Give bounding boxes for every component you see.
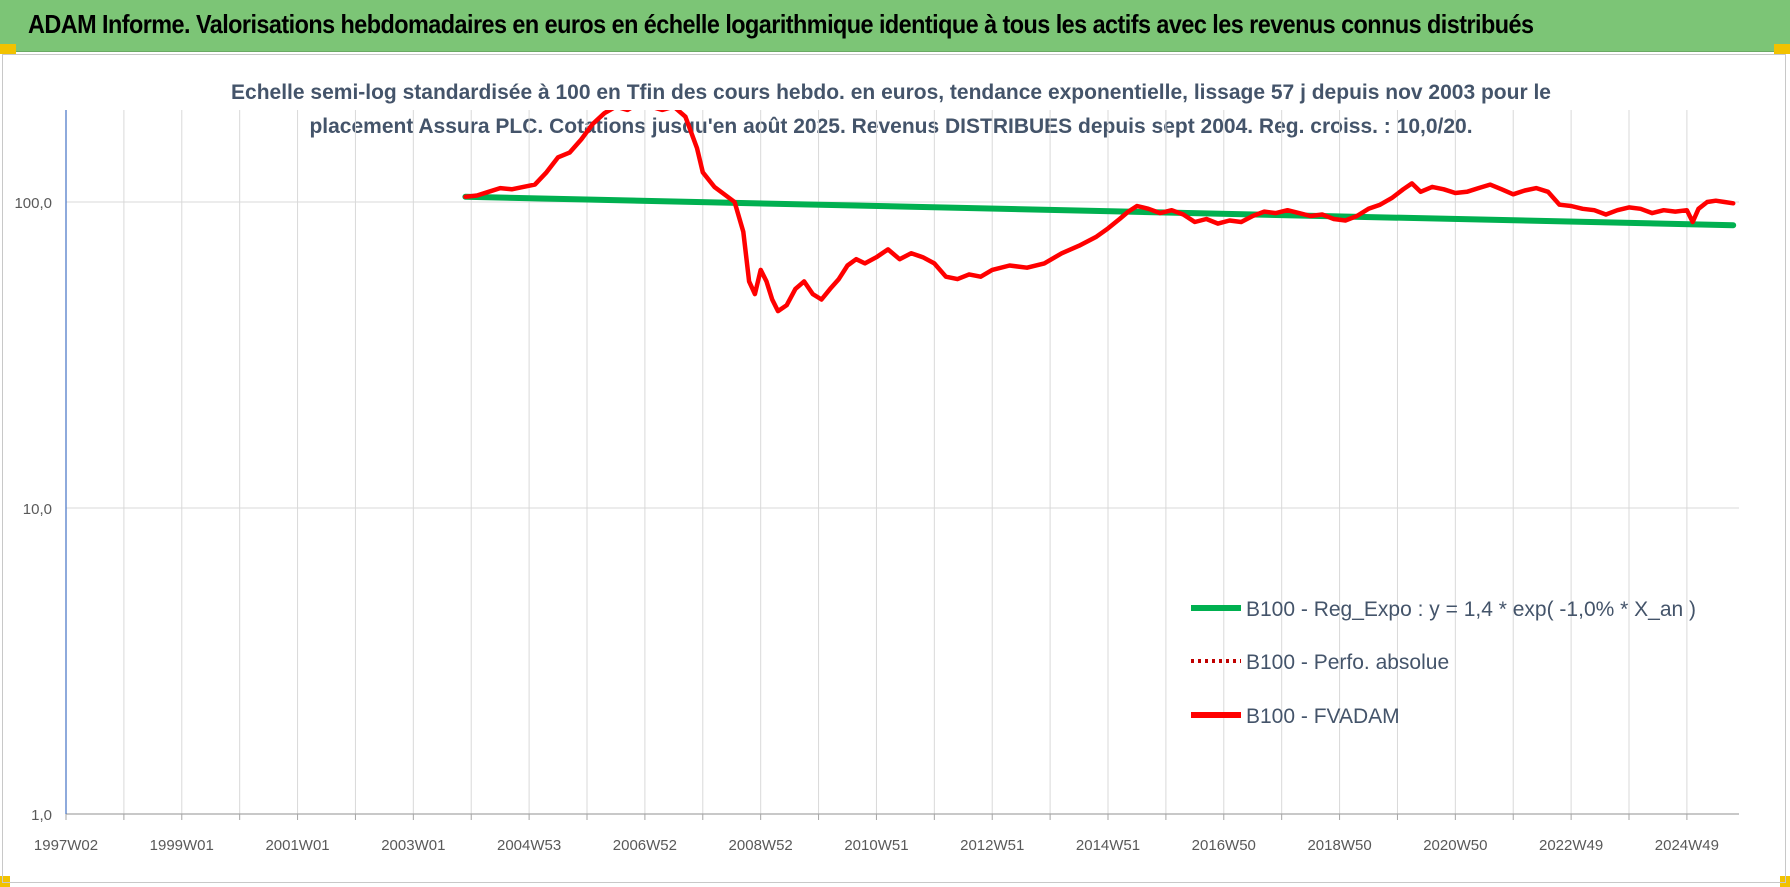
x-tick-label: 2022W49: [1539, 837, 1603, 854]
x-tick-label: 1999W01: [150, 837, 214, 854]
corner-marker-bottom-left: [0, 876, 10, 887]
corner-marker-top-left: [0, 44, 16, 54]
x-tick-label: 2006W52: [613, 837, 677, 854]
legend-label-perfo: B100 - Perfo. absolue: [1246, 651, 1449, 674]
header-banner: ADAM Informe. Valorisations hebdomadaire…: [0, 0, 1790, 52]
y-tick-label: 1,0: [31, 807, 52, 824]
x-tick-label: 2008W52: [729, 837, 793, 854]
x-tick-label: 2018W50: [1307, 837, 1371, 854]
x-tick-label: 2014W51: [1076, 837, 1140, 854]
legend-label-regression: B100 - Reg_Expo : y = 1,4 * exp( -1,0% *…: [1246, 598, 1696, 621]
x-tick-label: 2003W01: [381, 837, 445, 854]
x-tick-label: 2020W50: [1423, 837, 1487, 854]
x-tick-label: 2024W49: [1655, 837, 1719, 854]
x-tick-label: 2010W51: [844, 837, 908, 854]
x-tick-label: 2004W53: [497, 837, 561, 854]
chart-frame: [2, 54, 1786, 883]
chart-subtitle-line-1: Echelle semi-log standardisée à 100 en T…: [231, 81, 1551, 104]
x-tick-label: 2016W50: [1192, 837, 1256, 854]
series-line-fvadam: [463, 110, 1736, 314]
grid: [66, 110, 1739, 814]
plot-area: [462, 110, 1737, 314]
legend: B100 - Reg_Expo : y = 1,4 * exp( -1,0% *…: [1191, 598, 1696, 728]
legend-label-fvadam: B100 - FVADAM: [1246, 705, 1400, 728]
x-tick-label: 2012W51: [960, 837, 1024, 854]
x-tick-label: 2001W01: [265, 837, 329, 854]
chart-subtitle-line-2: placement Assura PLC. Cotations jusqu'en…: [309, 115, 1472, 138]
y-tick-label: 100,0: [14, 195, 52, 212]
series-line-regression: [462, 193, 1737, 229]
x-tick-label: 1997W02: [34, 837, 98, 854]
report-title: ADAM Informe. Valorisations hebdomadaire…: [28, 9, 1534, 39]
corner-marker-top-right: [1774, 44, 1790, 54]
axes: 1997W02 1999W01 2001W01 2003W01 2004W53 2006W…: [14, 110, 1739, 854]
y-tick-label: 10,0: [23, 501, 52, 518]
